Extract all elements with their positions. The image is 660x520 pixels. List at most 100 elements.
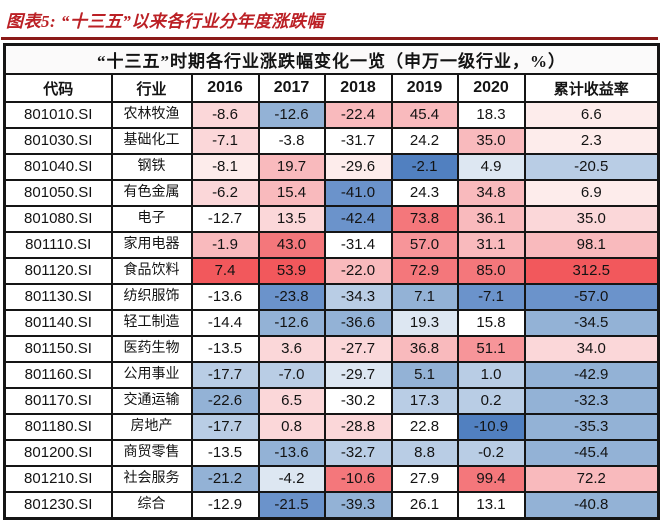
cell-industry: 医药生物 [110,335,193,363]
table-row: 801050.SI 有色金属 -6.2 15.4 -41.0 24.3 34.8 6.9 [3,179,660,207]
cell-2016: -17.7 [190,413,260,441]
cell-2017: -21.5 [257,491,326,520]
cell-2018: -39.3 [323,491,393,520]
cell-2019: 72.9 [390,257,459,285]
cell-industry: 家用电器 [110,231,193,259]
cell-2017: -7.0 [257,361,326,389]
cell-累计收益率: 35.0 [523,205,660,233]
cell-累计收益率: 98.1 [523,231,660,259]
table-row: 801080.SI 电子 -12.7 13.5 -42.4 73.8 36.1 35.0 [3,205,660,233]
cell-code: 801150.SI [3,335,113,363]
cell-2018: -28.8 [323,413,393,441]
cell-industry: 有色金属 [110,179,193,207]
cell-2020: 13.1 [456,491,526,520]
cell-2018: -31.7 [323,127,393,155]
header-cell-2020: 2020 [456,73,526,103]
cell-code: 801180.SI [3,413,113,441]
cell-2020: 99.4 [456,465,526,493]
header-cell-2019: 2019 [390,73,459,103]
cell-industry: 钢铁 [110,153,193,181]
cell-2017: -23.8 [257,283,326,311]
cell-2020: 0.2 [456,387,526,415]
header-cell-2017: 2017 [257,73,326,103]
cell-code: 801230.SI [3,491,113,520]
cell-2019: 17.3 [390,387,459,415]
cell-2020: 1.0 [456,361,526,389]
header-cell-2016: 2016 [190,73,260,103]
header-cell-累计收益率: 累计收益率 [523,73,660,103]
table-row: 801040.SI 钢铁 -8.1 19.7 -29.6 -2.1 4.9 -20.5 [3,153,660,181]
table-row: 801170.SI 交通运输 -22.6 6.5 -30.2 17.3 0.2 -32.3 [3,387,660,415]
cell-2017: 13.5 [257,205,326,233]
cell-累计收益率: 312.5 [523,257,660,285]
cell-2017: -4.2 [257,465,326,493]
figure-title: 图表5: “十三五”以来各行业分年度涨跌幅 [6,12,324,31]
cell-industry: 食品饮料 [110,257,193,285]
cell-2020: 31.1 [456,231,526,259]
table-row: 801120.SI 食品饮料 7.4 53.9 -22.0 72.9 85.0 312.5 [3,257,660,285]
cell-2017: 53.9 [257,257,326,285]
header-cell-2018: 2018 [323,73,393,103]
cell-2018: -29.7 [323,361,393,389]
cell-2020: -7.1 [456,283,526,311]
cell-累计收益率: -34.5 [523,309,660,337]
cell-2017: 43.0 [257,231,326,259]
cell-2018: -36.6 [323,309,393,337]
cell-累计收益率: 34.0 [523,335,660,363]
cell-code: 801210.SI [3,465,113,493]
cell-code: 801120.SI [3,257,113,285]
cell-2016: -8.6 [190,101,260,129]
table-row: 801180.SI 房地产 -17.7 0.8 -28.8 22.8 -10.9 -35.3 [3,413,660,441]
cell-2017: 15.4 [257,179,326,207]
cell-code: 801170.SI [3,387,113,415]
table-row: 801010.SI 农林牧渔 -8.6 -12.6 -22.4 45.4 18.3 6.6 [3,101,660,129]
cell-2016: -17.7 [190,361,260,389]
top-rule [1,37,658,40]
cell-2019: 26.1 [390,491,459,520]
cell-industry: 综合 [110,491,193,520]
cell-2019: 5.1 [390,361,459,389]
cell-2020: 35.0 [456,127,526,155]
cell-2018: -27.7 [323,335,393,363]
cell-累计收益率: -35.3 [523,413,660,441]
cell-2019: 8.8 [390,439,459,467]
cell-2016: -12.9 [190,491,260,520]
table-row: 801200.SI 商贸零售 -13.5 -13.6 -32.7 8.8 -0.2 -45.4 [3,439,660,467]
cell-code: 801010.SI [3,101,113,129]
cell-2016: -13.5 [190,439,260,467]
cell-2019: 27.9 [390,465,459,493]
cell-2020: -0.2 [456,439,526,467]
header-cell-代码: 代码 [3,73,113,103]
cell-code: 801160.SI [3,361,113,389]
cell-2019: 45.4 [390,101,459,129]
cell-industry: 商贸零售 [110,439,193,467]
cell-2016: -13.5 [190,335,260,363]
cell-2017: 3.6 [257,335,326,363]
cell-2016: -8.1 [190,153,260,181]
cell-2017: 19.7 [257,153,326,181]
cell-累计收益率: -20.5 [523,153,660,181]
cell-2016: -22.6 [190,387,260,415]
cell-2019: 36.8 [390,335,459,363]
cell-code: 801140.SI [3,309,113,337]
cell-2019: 24.2 [390,127,459,155]
cell-industry: 纺织服饰 [110,283,193,311]
cell-2016: -21.2 [190,465,260,493]
cell-2019: 57.0 [390,231,459,259]
cell-累计收益率: 6.9 [523,179,660,207]
cell-industry: 农林牧渔 [110,101,193,129]
cell-2016: -14.4 [190,309,260,337]
cell-2016: -12.7 [190,205,260,233]
cell-2016: -6.2 [190,179,260,207]
cell-2017: -12.6 [257,101,326,129]
table-title-row: “十三五”时期各行业涨跌幅变化一览（申万一级行业，%） [3,43,660,75]
cell-累计收益率: 72.2 [523,465,660,493]
cell-code: 801200.SI [3,439,113,467]
cell-2019: 22.8 [390,413,459,441]
header-cell-行业: 行业 [110,73,193,103]
cell-2018: -10.6 [323,465,393,493]
cell-累计收益率: 6.6 [523,101,660,129]
cell-2018: -29.6 [323,153,393,181]
table-row: 801130.SI 纺织服饰 -13.6 -23.8 -34.3 7.1 -7.1 -57.0 [3,283,660,311]
